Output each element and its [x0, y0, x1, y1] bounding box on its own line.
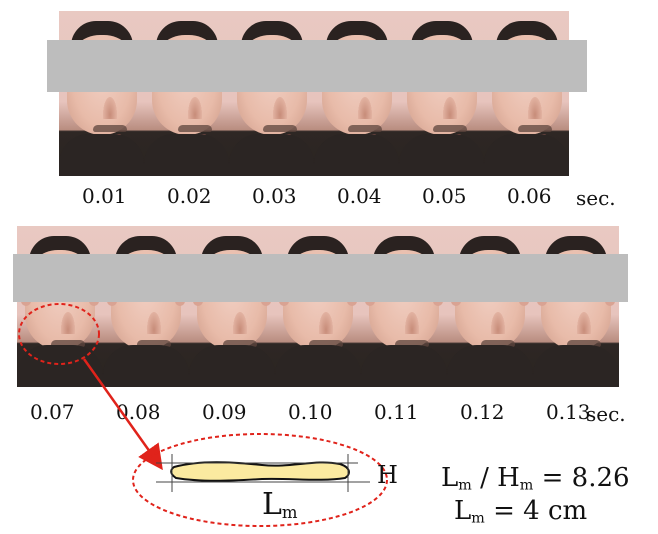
unit-label-row-1: sec.: [576, 186, 616, 210]
row2-frame-0.13: [533, 226, 619, 387]
mustache: [137, 340, 171, 347]
mouth-shape: [170, 461, 350, 482]
shirt: [229, 134, 314, 176]
time-label: 0.05: [422, 184, 467, 208]
nose: [491, 312, 505, 334]
row2-frame-0.12: [447, 226, 533, 387]
mustache: [348, 125, 382, 132]
privacy-bar-top: [47, 40, 587, 92]
time-label: 0.08: [116, 400, 161, 424]
nose: [188, 97, 202, 119]
shirt: [533, 345, 619, 387]
mustache: [395, 340, 429, 347]
height-label: H: [377, 461, 398, 489]
shirt: [399, 134, 484, 176]
shirt: [314, 134, 399, 176]
mustache: [263, 125, 297, 132]
mustache: [433, 125, 467, 132]
nose: [103, 97, 117, 119]
shirt: [144, 134, 229, 176]
time-label: 0.10: [288, 400, 333, 424]
shirt: [361, 345, 447, 387]
mustache: [481, 340, 515, 347]
mustache: [223, 340, 257, 347]
nose: [147, 312, 161, 334]
length-label: Lm: [262, 487, 298, 523]
nose: [233, 312, 247, 334]
shirt: [447, 345, 533, 387]
nose: [528, 97, 542, 119]
shirt: [103, 345, 189, 387]
frame-row-2: [17, 226, 619, 387]
mustache: [93, 125, 127, 132]
mouth-highlight-ellipse: [18, 303, 100, 365]
mustache: [309, 340, 343, 347]
nose: [577, 312, 591, 334]
time-label: 0.11: [374, 400, 419, 424]
time-label: 0.02: [167, 184, 212, 208]
time-label: 0.04: [337, 184, 382, 208]
mustache: [51, 340, 85, 347]
shirt: [189, 345, 275, 387]
mustache: [178, 125, 212, 132]
mustache: [567, 340, 601, 347]
nose: [319, 312, 333, 334]
row1-frame-0.01: [59, 11, 144, 176]
nose: [273, 97, 287, 119]
time-label: 0.13: [546, 400, 591, 424]
mouth-shape-ellipse: [132, 433, 388, 527]
privacy-bar-bottom: [13, 254, 628, 302]
shirt: [275, 345, 361, 387]
shirt: [484, 134, 569, 176]
mustache: [518, 125, 552, 132]
nose: [358, 97, 372, 119]
unit-label-row-2: sec.: [586, 402, 626, 426]
time-label: 0.06: [507, 184, 552, 208]
ratio-equation: Lm / Hm = 8.26: [441, 463, 630, 494]
time-label: 0.01: [82, 184, 127, 208]
nose: [443, 97, 457, 119]
time-label: 0.12: [460, 400, 505, 424]
nose: [61, 312, 75, 334]
time-label: 0.07: [30, 400, 75, 424]
time-label: 0.03: [252, 184, 297, 208]
length-equation: Lm = 4 cm: [454, 496, 588, 527]
arrow-to-mouth-shape: [82, 358, 163, 471]
time-label: 0.09: [202, 400, 247, 424]
shirt: [59, 134, 144, 176]
nose: [405, 312, 419, 334]
